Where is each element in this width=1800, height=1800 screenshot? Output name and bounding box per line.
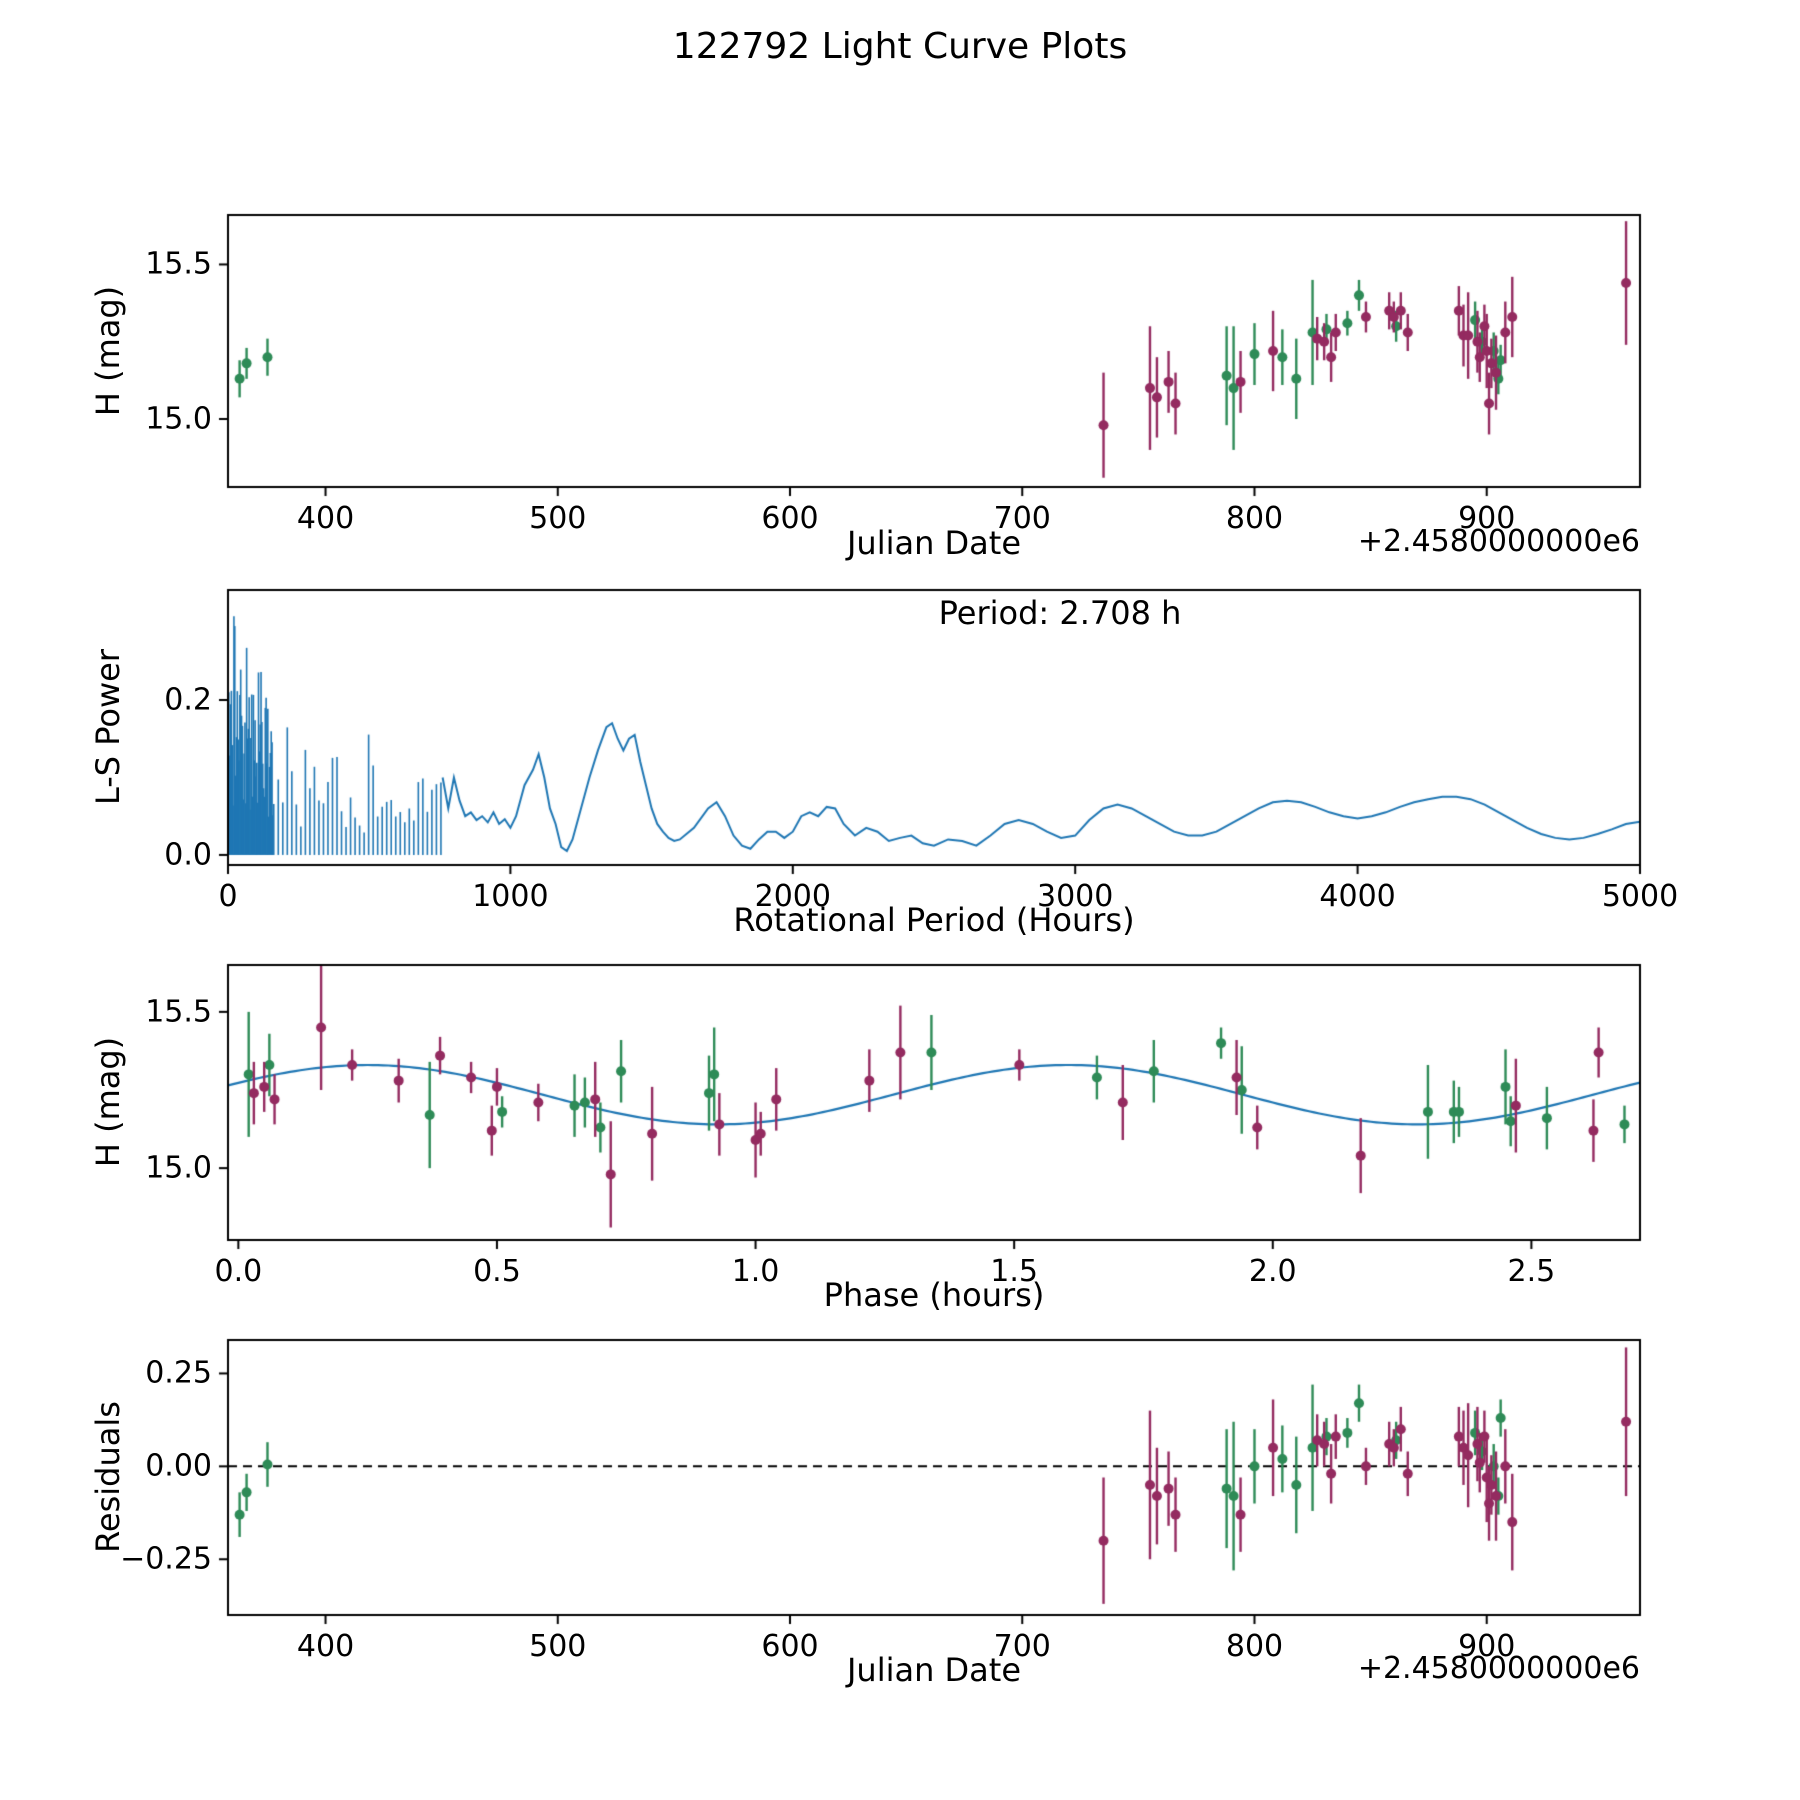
residuals-xtick-700: 700 [993, 1629, 1051, 1664]
phased-x-axis-label: Phase (hours) [823, 1276, 1045, 1314]
phased-xtick-1.5: 1.5 [990, 1254, 1039, 1289]
lightcurve-ytick-15.5: 15.5 [145, 246, 212, 282]
lightcurve-x-axis-label: Julian Date [846, 524, 1022, 562]
best-period-annotation: Period: 2.708 h [938, 594, 1182, 632]
periodogram-xtick-3000: 3000 [1037, 879, 1114, 914]
periodogram-x-axis-label: Rotational Period (Hours) [733, 901, 1135, 939]
periodogram-ytick-0.2: 0.2 [164, 682, 212, 718]
residuals-x-axis-label: Julian Date [846, 1651, 1022, 1689]
periodogram-xtick-1000: 1000 [472, 879, 549, 914]
lightcurve-xtick-900: 900 [1458, 501, 1516, 536]
periodogram-ytick-0.0: 0.0 [164, 837, 212, 873]
lightcurve-y-axis-label: H (mag) [89, 285, 127, 417]
phased-xtick-0.0: 0.0 [214, 1254, 263, 1289]
periodogram-xtick-0: 0 [218, 879, 238, 914]
lightcurve-xtick-600: 600 [761, 501, 819, 536]
residuals-ytick-0.00: 0.00 [145, 1448, 212, 1484]
phased-xtick-2.0: 2.0 [1248, 1254, 1297, 1289]
residuals-xtick-800: 800 [1225, 1629, 1284, 1664]
phased-y-axis-label: H (mag) [89, 1036, 127, 1168]
residuals-xtick-900: 900 [1458, 1629, 1516, 1664]
residuals-y-axis-label: Residuals [89, 1401, 127, 1553]
periodogram-y-axis-label: L-S Power [89, 648, 127, 806]
lightcurve-xtick-700: 700 [993, 501, 1051, 536]
lightcurve-ytick-15.0: 15.0 [145, 401, 212, 437]
residuals-ytick-−0.25: −0.25 [120, 1541, 212, 1577]
lightcurve-x-offset-label: +2.4580000000e6 [1357, 524, 1640, 559]
phased-ytick-15.0: 15.0 [145, 1150, 212, 1186]
periodogram-xtick-4000: 4000 [1319, 879, 1396, 914]
lightcurve-xtick-400: 400 [296, 501, 355, 536]
lightcurve-xtick-500: 500 [529, 501, 587, 536]
periodogram-xtick-2000: 2000 [754, 879, 831, 914]
residuals-ytick-0.25: 0.25 [145, 1355, 212, 1391]
residuals-x-offset-label: +2.4580000000e6 [1357, 1651, 1640, 1686]
residuals-xtick-400: 400 [296, 1629, 355, 1664]
phased-ytick-15.5: 15.5 [145, 994, 212, 1030]
periodogram-xtick-5000: 5000 [1601, 879, 1679, 914]
residuals-xtick-600: 600 [761, 1629, 819, 1664]
figure-title: 122792 Light Curve Plots [672, 26, 1128, 67]
residuals-xtick-500: 500 [529, 1629, 587, 1664]
phased-xtick-1.0: 1.0 [731, 1254, 780, 1289]
phased-xtick-0.5: 0.5 [473, 1254, 521, 1289]
lightcurve-xtick-800: 800 [1225, 501, 1284, 536]
phased-xtick-2.5: 2.5 [1507, 1254, 1556, 1289]
